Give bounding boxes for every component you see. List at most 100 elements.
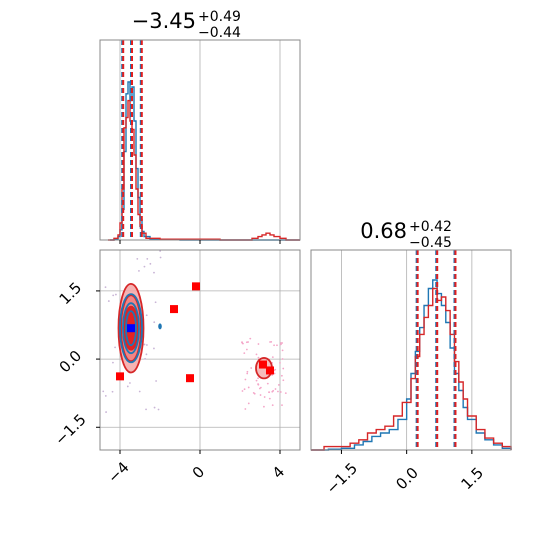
- red-marker: [259, 360, 267, 369]
- sample-point: [280, 343, 282, 346]
- sample-point: [107, 300, 110, 302]
- blue-contour: [158, 323, 162, 330]
- sample-point: [281, 349, 284, 352]
- red-marker: [116, 372, 124, 381]
- sample-point: [245, 341, 248, 344]
- y-tick-label: 1.5: [56, 279, 86, 309]
- sample-point: [145, 408, 147, 411]
- y-tick-label: 0.0: [56, 347, 86, 377]
- sample-point: [111, 390, 114, 393]
- x-tick-label: −4: [104, 458, 132, 486]
- sample-point: [245, 348, 248, 351]
- sample-point: [268, 397, 271, 400]
- sample-point: [114, 293, 117, 296]
- sample-point: [243, 388, 246, 391]
- sample-point: [242, 342, 244, 345]
- red-marker: [192, 282, 200, 291]
- sample-point: [257, 356, 260, 359]
- sample-point: [250, 367, 253, 369]
- x-tick-label: 4: [269, 463, 288, 482]
- sample-point: [282, 379, 285, 382]
- blue-marker: [127, 324, 135, 333]
- sample-point: [144, 357, 146, 360]
- sample-point: [273, 344, 275, 347]
- title-median: −3.45: [132, 9, 196, 33]
- hist-param-2-series-red: [311, 287, 512, 451]
- red-marker: [170, 305, 178, 314]
- sample-point: [257, 383, 259, 385]
- sample-point: [276, 344, 278, 347]
- sample-point: [273, 372, 276, 375]
- sample-point: [143, 343, 146, 346]
- sample-point: [114, 346, 116, 349]
- sample-point: [153, 271, 155, 274]
- title-lower-error: −0.44: [198, 25, 241, 41]
- hist-param-1-series-red: [108, 99, 300, 241]
- hist-param-1-series-blue: [110, 81, 300, 241]
- sample-point: [153, 347, 155, 350]
- sample-point: [252, 391, 255, 394]
- sample-point: [149, 262, 152, 265]
- sample-point: [246, 372, 249, 375]
- sample-point: [157, 408, 160, 411]
- sample-point: [104, 286, 107, 289]
- title-upper-error: +0.42: [409, 219, 452, 235]
- sample-point: [280, 342, 282, 344]
- sample-point: [255, 353, 258, 356]
- sample-point: [258, 387, 261, 390]
- sample-point: [274, 388, 277, 390]
- sample-point: [279, 391, 282, 393]
- hist-param-2-title: 0.68 +0.42−0.45: [360, 219, 452, 251]
- sample-point: [247, 402, 250, 405]
- hist-param-1-title: −3.45 +0.49−0.44: [132, 9, 241, 41]
- sample-point: [244, 378, 247, 381]
- sample-point: [249, 337, 252, 340]
- sample-point: [271, 374, 273, 376]
- sample-point: [282, 367, 285, 370]
- sample-point: [159, 250, 162, 252]
- sample-point: [143, 265, 146, 268]
- sample-point: [244, 408, 247, 410]
- sample-point: [153, 321, 156, 324]
- sample-point: [102, 390, 105, 393]
- sample-point: [154, 301, 157, 304]
- sample-point: [281, 404, 283, 406]
- title-lower-error: −0.45: [409, 235, 452, 251]
- sample-point: [146, 257, 149, 260]
- blue-contour: [122, 302, 140, 355]
- sample-point: [243, 352, 246, 355]
- sample-point: [104, 395, 107, 397]
- title-upper-error: +0.49: [198, 9, 241, 25]
- sample-point: [247, 386, 250, 389]
- x-tick-label: 1.5: [458, 464, 488, 494]
- sample-point: [277, 384, 280, 386]
- sample-point: [259, 394, 262, 396]
- x-tick-label: −1.5: [323, 459, 361, 497]
- sample-point: [155, 380, 157, 382]
- x-tick-label: 0: [189, 463, 208, 482]
- sample-point: [105, 411, 107, 413]
- sample-point: [263, 396, 266, 398]
- blue-contour: [119, 293, 143, 364]
- sample-point: [129, 382, 131, 384]
- sample-point: [274, 368, 277, 371]
- sample-point: [280, 374, 283, 377]
- sample-point: [138, 390, 141, 393]
- sample-point: [271, 356, 274, 359]
- sample-point: [266, 382, 269, 385]
- sample-point: [263, 405, 265, 408]
- blue-contour: [125, 310, 137, 347]
- hist-param-2-series-blue: [311, 279, 512, 451]
- sample-point: [271, 404, 274, 407]
- sample-point: [284, 392, 287, 394]
- sample-point: [153, 406, 156, 409]
- y-tick-label: −1.5: [51, 410, 89, 448]
- sample-point: [126, 385, 129, 388]
- sample-point: [145, 353, 148, 356]
- x-tick-label: 0.0: [392, 464, 422, 494]
- hist-param-2-frame: [310, 249, 512, 451]
- sample-point: [281, 358, 284, 360]
- sample-point: [269, 341, 271, 343]
- sample-point: [136, 257, 139, 260]
